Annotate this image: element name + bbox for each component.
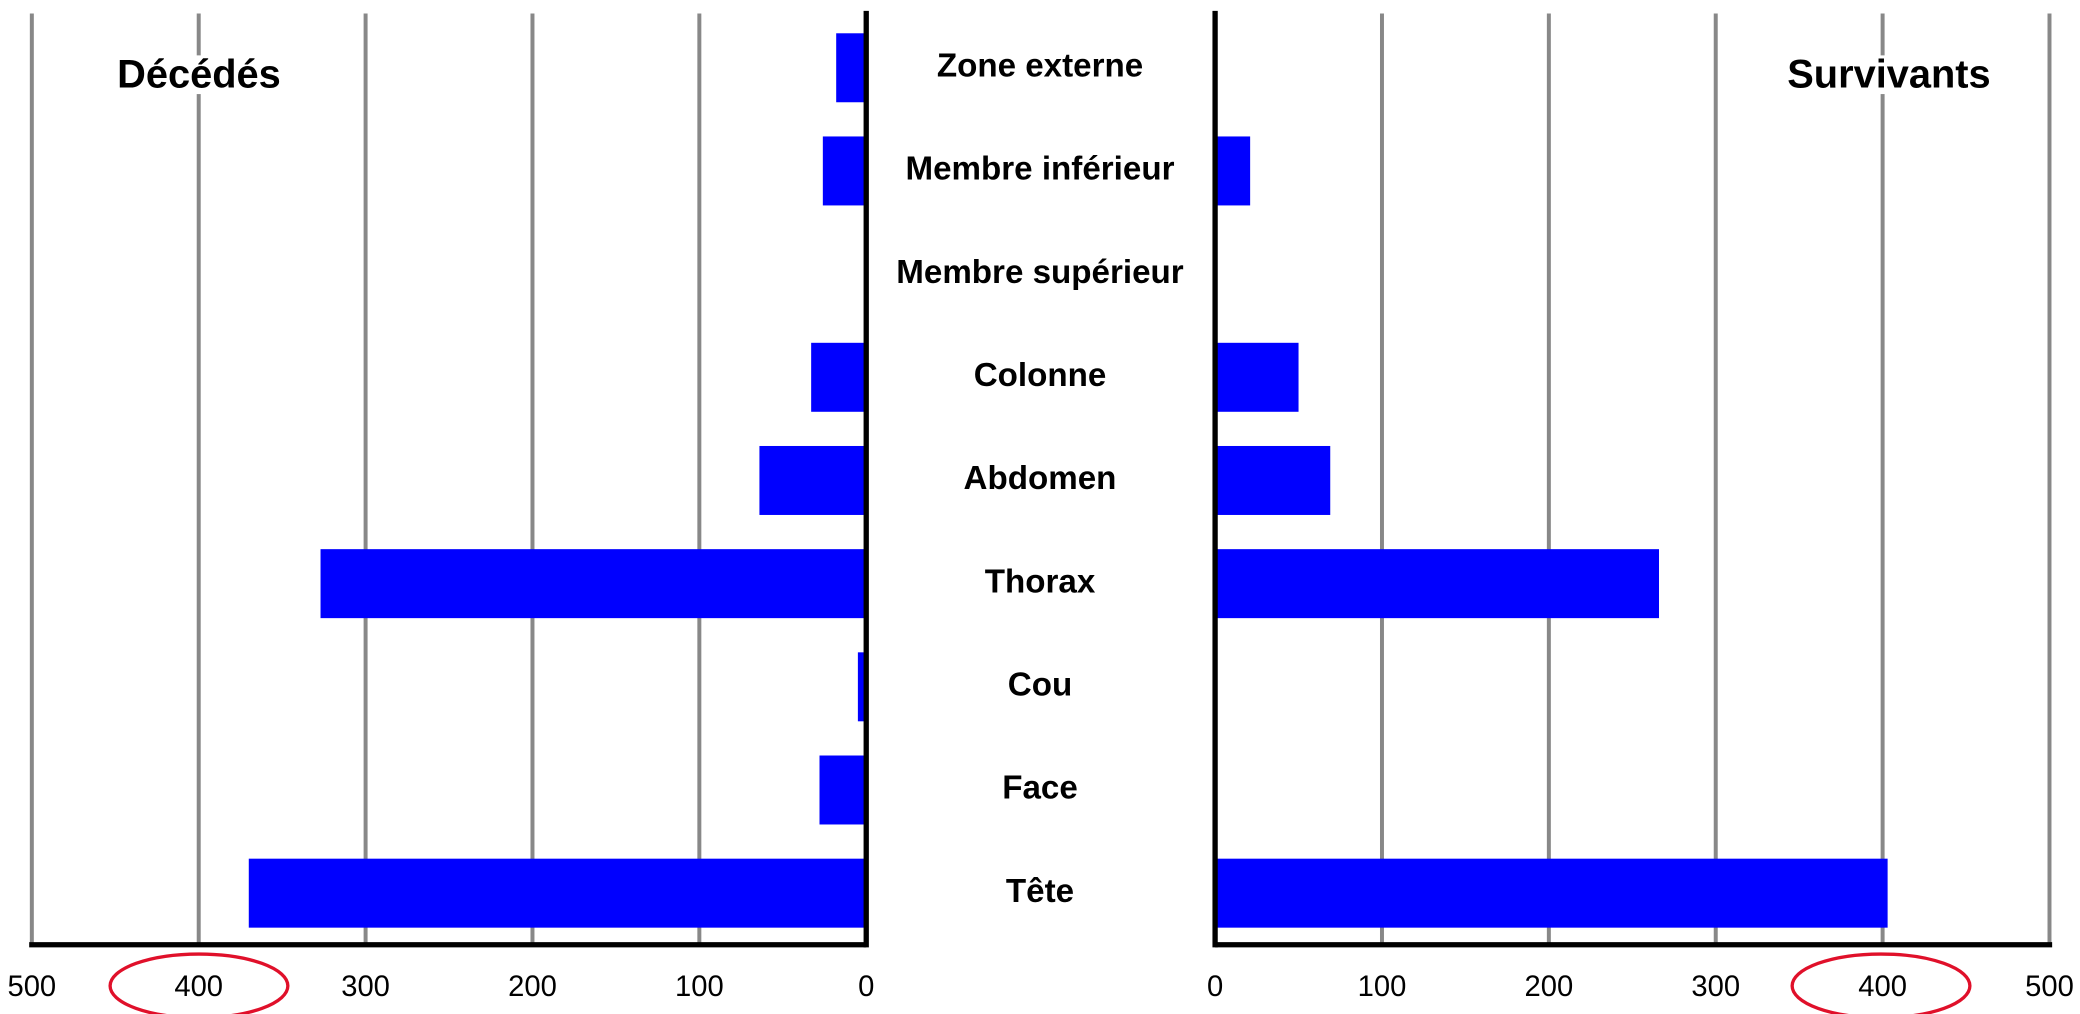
- bar: [811, 342, 867, 412]
- panel-title: Survivants: [1787, 53, 1990, 97]
- highlight-ellipse: [108, 952, 290, 1014]
- grid: [29, 13, 2052, 945]
- panel-title: Décédés: [117, 53, 281, 97]
- bar: [1215, 549, 1659, 619]
- bar: [1215, 445, 1331, 515]
- bar: [1215, 858, 1888, 928]
- x-tick-label: 500: [7, 971, 56, 1003]
- bar: [320, 549, 867, 619]
- bar: [1215, 136, 1251, 206]
- x-tick-label: 200: [508, 971, 557, 1003]
- highlight-ellipse: [1790, 952, 1972, 1014]
- category-label: Thorax: [985, 563, 1096, 600]
- x-tick-label: 200: [1525, 971, 1574, 1003]
- x-tick-label: 500: [2025, 971, 2074, 1003]
- titles: Décédés Survivants: [111, 53, 1996, 97]
- category-label: Tête: [1006, 873, 1074, 910]
- x-tick-label: 300: [1691, 971, 1740, 1003]
- category-label: Face: [1002, 770, 1078, 807]
- category-label: Abdomen: [964, 460, 1117, 497]
- x-tick-label: 0: [858, 971, 874, 1003]
- bar: [248, 858, 867, 928]
- x-tick-label: 0: [1207, 971, 1223, 1003]
- category-label: Membre inférieur: [905, 151, 1174, 188]
- bar: [836, 33, 867, 103]
- x-tick-label: 400: [1858, 971, 1907, 1003]
- x-tick-label: 100: [1358, 971, 1407, 1003]
- bar: [857, 652, 867, 722]
- x-tick-label: 400: [174, 971, 223, 1003]
- bars: [248, 33, 1888, 928]
- x-tick-label: 100: [675, 971, 724, 1003]
- title-background: [1781, 55, 1996, 95]
- category-label: Zone externe: [937, 48, 1143, 85]
- x-tick-label: 300: [341, 971, 390, 1003]
- category-label: Colonne: [974, 357, 1107, 394]
- axes: 0 100 200 300 400 500 0 100 200 300 400 500 Zone ext…: [7, 10, 2074, 1003]
- category-label: Cou: [1008, 667, 1072, 704]
- category-label: Membre supérieur: [896, 254, 1184, 291]
- title-background: [111, 55, 287, 95]
- bar: [759, 445, 867, 515]
- bar: [1215, 342, 1299, 412]
- bar: [819, 755, 867, 825]
- bar: [822, 136, 867, 206]
